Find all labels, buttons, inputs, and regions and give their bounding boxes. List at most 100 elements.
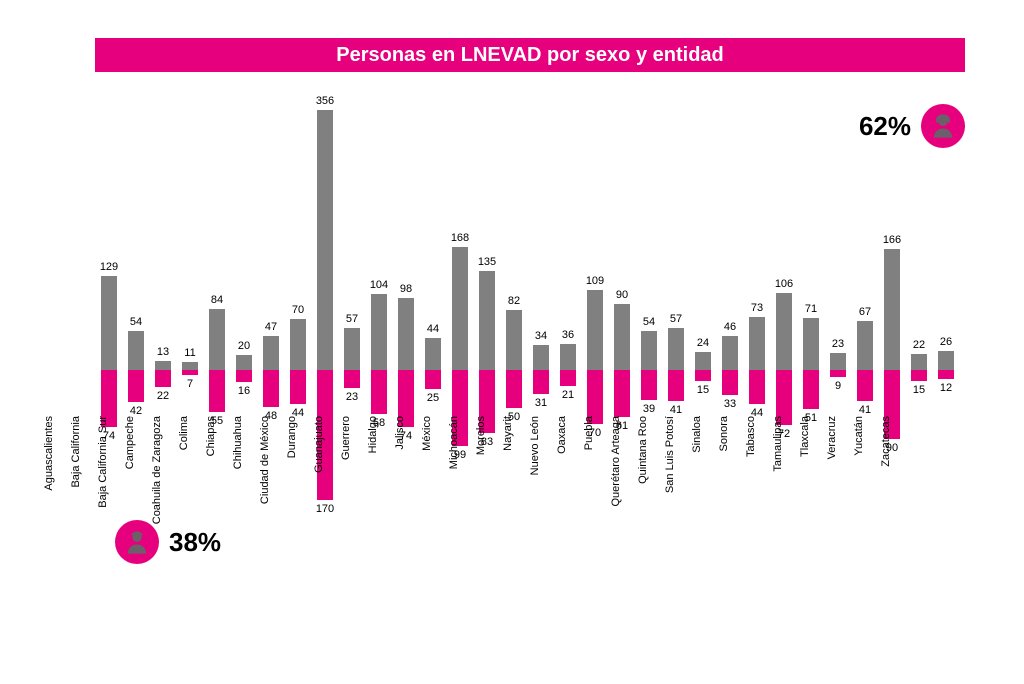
category-label: Baja California Sur — [97, 416, 109, 536]
chart-area: 62% 38% 12974Aguascalientes5442Baja — [95, 90, 965, 630]
value-label-up: 26 — [926, 336, 966, 348]
value-label-down: 23 — [332, 391, 372, 403]
category-label: Sinaloa — [691, 416, 703, 536]
value-label-up: 98 — [386, 283, 426, 295]
bar-down: 41 — [857, 370, 873, 401]
value-label-down: 55 — [197, 415, 237, 427]
bar-down: 15 — [695, 370, 711, 381]
bar-up: 47 — [263, 336, 279, 370]
value-label-up: 82 — [494, 295, 534, 307]
chart-canvas: Personas en LNEVAD por sexo y entidad 62… — [0, 0, 1024, 684]
bar-down: 41 — [668, 370, 684, 401]
category-label: Zacatecas — [880, 416, 892, 536]
category-label: Sonora — [718, 416, 730, 536]
bar-down: 50 — [506, 370, 522, 408]
category-label: Baja California — [70, 416, 82, 536]
bar-up: 54 — [641, 331, 657, 370]
value-label-up: 57 — [332, 313, 372, 325]
category-label: Michoacán — [448, 416, 460, 536]
value-label-down: 16 — [224, 385, 264, 397]
category-label: Durango — [286, 416, 298, 536]
value-label-down: 99 — [440, 449, 480, 461]
bar-down: 55 — [209, 370, 225, 412]
category-label: Ciudad de México — [259, 416, 271, 536]
value-label-up: 70 — [278, 304, 318, 316]
category-label: Querétaro Arteaga — [610, 416, 622, 536]
value-label-down: 21 — [548, 389, 588, 401]
value-label-up: 135 — [467, 256, 507, 268]
value-label-down: 50 — [494, 411, 534, 423]
bar-up: 20 — [236, 355, 252, 370]
bar-up: 90 — [614, 304, 630, 370]
category-label: Tlaxcala — [799, 416, 811, 536]
value-label-down: 22 — [143, 390, 183, 402]
value-label-down: 61 — [602, 420, 642, 432]
bar-down: 33 — [722, 370, 738, 395]
value-label-up: 11 — [170, 347, 210, 359]
value-label-down: 41 — [845, 404, 885, 416]
category-label: Guerrero — [340, 416, 352, 536]
bar-up: 73 — [749, 317, 765, 370]
category-label: Tamaulipas — [772, 416, 784, 536]
bar-up: 11 — [182, 362, 198, 370]
bar-down: 42 — [128, 370, 144, 402]
category-label: Veracruz — [826, 416, 838, 536]
value-label-up: 54 — [116, 316, 156, 328]
bar-down: 61 — [614, 370, 630, 417]
bar-down: 9 — [830, 370, 846, 377]
female-percentage-badge: 62% — [859, 104, 965, 148]
bar-up: 46 — [722, 336, 738, 370]
value-label-up: 23 — [818, 338, 858, 350]
value-label-down: 74 — [386, 430, 426, 442]
bar-up: 34 — [533, 345, 549, 370]
value-label-down: 42 — [116, 405, 156, 417]
bar-up: 166 — [884, 249, 900, 370]
category-label: Puebla — [583, 416, 595, 536]
category-label: Hidalgo — [367, 416, 379, 536]
bar-down: 58 — [371, 370, 387, 414]
category-label: San Luis Potosí — [664, 416, 676, 536]
value-label-up: 46 — [710, 321, 750, 333]
value-label-down: 72 — [764, 428, 804, 440]
bar-up: 13 — [155, 361, 171, 370]
chart-title-bar: Personas en LNEVAD por sexo y entidad — [95, 38, 965, 72]
bar-up: 168 — [452, 247, 468, 370]
value-label-up: 168 — [440, 232, 480, 244]
category-label: México — [421, 416, 433, 536]
category-label: Chihuahua — [232, 416, 244, 536]
category-label: Yucatán — [853, 416, 865, 536]
value-label-down: 170 — [305, 503, 345, 515]
value-label-down: 15 — [683, 384, 723, 396]
bar-up: 36 — [560, 344, 576, 370]
bar-up: 70 — [290, 319, 306, 370]
female-icon — [921, 104, 965, 148]
bar-up: 22 — [911, 354, 927, 370]
chart-title-text: Personas en LNEVAD por sexo y entidad — [336, 44, 724, 66]
bar-up: 71 — [803, 318, 819, 370]
value-label-up: 84 — [197, 294, 237, 306]
bar-down: 23 — [344, 370, 360, 388]
value-label-up: 36 — [548, 329, 588, 341]
value-label-up: 106 — [764, 278, 804, 290]
category-label: Chiapas — [205, 416, 217, 536]
category-label: Coahuila de Zaragoza — [151, 416, 163, 536]
bar-up: 129 — [101, 276, 117, 370]
category-label: Guanajuato — [313, 416, 325, 536]
bar-down: 15 — [911, 370, 927, 381]
bar-up: 67 — [857, 321, 873, 370]
bar-up: 84 — [209, 309, 225, 370]
value-label-up: 20 — [224, 340, 264, 352]
value-label-up: 166 — [872, 234, 912, 246]
female-percentage-text: 62% — [859, 111, 911, 142]
value-label-down: 25 — [413, 392, 453, 404]
bar-down: 7 — [182, 370, 198, 375]
bar-up: 54 — [128, 331, 144, 370]
category-label: Oaxaca — [556, 416, 568, 536]
category-label: Nayarit — [502, 416, 514, 536]
bar-down: 39 — [641, 370, 657, 400]
value-label-up: 57 — [656, 313, 696, 325]
value-label-down: 41 — [656, 404, 696, 416]
category-label: Quintana Roo — [637, 416, 649, 536]
value-label-down: 51 — [791, 412, 831, 424]
category-label: Nuevo León — [529, 416, 541, 536]
